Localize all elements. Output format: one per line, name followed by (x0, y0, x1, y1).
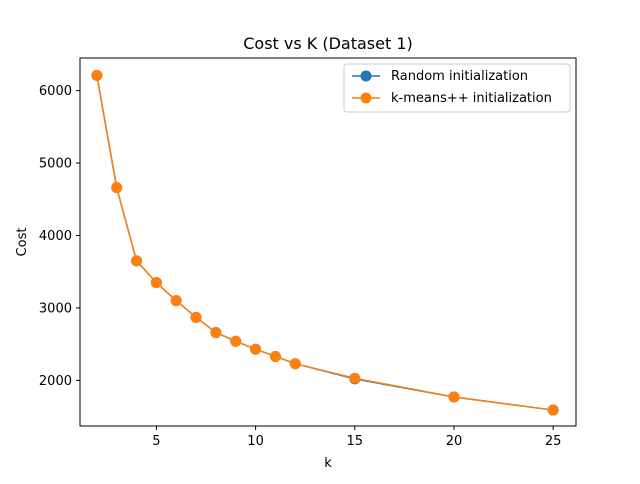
y-tick-label-0: 2000 (39, 374, 72, 389)
legend-marker-random (360, 70, 372, 82)
data-point-1-1 (111, 182, 123, 194)
data-point-1-7 (230, 335, 242, 347)
data-point-1-4 (170, 295, 182, 307)
data-point-1-10 (289, 358, 301, 370)
data-point-1-12 (448, 391, 460, 403)
y-tick-label-2: 4000 (39, 229, 72, 244)
y-tick-label-1: 3000 (39, 301, 72, 316)
legend-box (343, 63, 571, 113)
data-point-1-11 (349, 372, 361, 384)
x-axis-label: k (324, 456, 332, 471)
data-point-1-9 (269, 350, 281, 362)
data-point-1-8 (250, 343, 262, 355)
data-point-1-6 (210, 327, 222, 339)
x-tick-label-2: 15 (347, 434, 364, 449)
chart-title: Cost vs K (Dataset 1) (243, 34, 413, 53)
x-tick-label-3: 20 (446, 434, 463, 449)
data-point-1-0 (91, 69, 103, 81)
data-point-1-13 (547, 404, 559, 416)
x-tick-label-0: 5 (152, 434, 160, 449)
legend-marker-kmeanspp (360, 92, 372, 104)
y-axis-ticks: 2000 3000 4000 5000 6000 (39, 84, 80, 389)
legend-label-random: Random initialization (391, 69, 528, 84)
data-point-1-2 (131, 255, 143, 267)
data-point-1-5 (190, 311, 202, 323)
data-point-1-3 (150, 277, 162, 289)
legend: Random initialization k-means++ initiali… (343, 63, 571, 113)
y-tick-label-3: 5000 (39, 157, 72, 172)
legend-label-kmeanspp: k-means++ initialization (391, 91, 552, 106)
plot-area-frame (79, 57, 577, 427)
x-tick-label-4: 25 (545, 434, 562, 449)
y-tick-label-4: 6000 (39, 84, 72, 99)
y-axis-label: Cost (15, 228, 30, 257)
series-layer (91, 69, 559, 416)
x-tick-label-1: 10 (247, 434, 264, 449)
x-axis-ticks: 5 10 15 20 25 (152, 426, 561, 449)
